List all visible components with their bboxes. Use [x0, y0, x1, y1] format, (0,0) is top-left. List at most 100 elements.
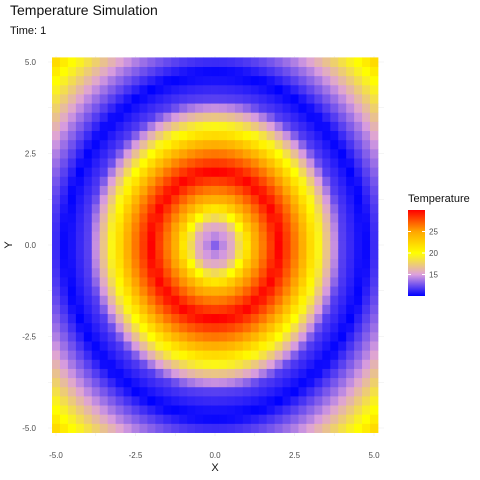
heatmap-cell — [67, 267, 77, 278]
heatmap-cell — [179, 258, 188, 269]
heatmap-cell — [163, 212, 172, 223]
heatmap-cell — [346, 103, 355, 113]
heatmap-cell — [147, 139, 156, 150]
heatmap-cell — [290, 368, 299, 379]
heatmap-cell — [290, 84, 299, 95]
heatmap-cell — [171, 222, 180, 232]
heatmap-cell — [298, 240, 307, 250]
heatmap-cell — [99, 94, 109, 104]
heatmap-cell — [115, 386, 124, 397]
heatmap-cell — [147, 277, 156, 287]
heatmap-cell — [330, 423, 339, 433]
heatmap-cell — [298, 295, 307, 305]
heatmap-cell — [91, 277, 101, 287]
heatmap-cell — [171, 57, 180, 67]
heatmap-cell — [354, 84, 363, 95]
heatmap-cell — [242, 331, 252, 342]
heatmap-cell — [139, 130, 148, 141]
heatmap-cell — [91, 130, 101, 141]
heatmap-cell — [362, 112, 371, 122]
heatmap-cell — [123, 75, 132, 86]
heatmap-cell — [83, 368, 93, 379]
heatmap-cell — [234, 304, 244, 315]
heatmap-cell — [290, 405, 299, 415]
heatmap-cell — [83, 94, 93, 104]
heatmap-cell — [91, 112, 101, 122]
legend-tick-label: 15 — [429, 271, 438, 280]
heatmap-cell — [147, 386, 156, 397]
heatmap-cell — [139, 359, 148, 369]
heatmap-cell — [306, 368, 315, 379]
heatmap-cell — [139, 139, 148, 150]
heatmap-cell — [187, 341, 196, 351]
heatmap-cell — [52, 94, 61, 104]
heatmap-cell — [370, 359, 379, 369]
heatmap-cell — [155, 377, 164, 388]
heatmap-cell — [163, 341, 172, 351]
heatmap-cell — [338, 313, 347, 324]
heatmap-cell — [91, 75, 101, 86]
heatmap-cell — [306, 167, 315, 177]
heatmap-cell — [203, 158, 212, 168]
heatmap-cell — [91, 395, 101, 406]
heatmap-cell — [59, 258, 69, 269]
heatmap-cell — [298, 66, 307, 77]
heatmap-cell — [83, 359, 93, 369]
heatmap-cell — [250, 395, 260, 406]
heatmap-cell — [163, 313, 172, 324]
heatmap-cell — [298, 176, 307, 186]
heatmap-cell — [346, 185, 355, 196]
heatmap-cell — [115, 258, 124, 269]
heatmap-cell — [330, 139, 339, 150]
heatmap-cell — [123, 176, 132, 186]
heatmap-cell — [187, 322, 196, 333]
heatmap-cell — [218, 414, 228, 424]
heatmap-cell — [115, 368, 124, 379]
heatmap-cell — [59, 185, 69, 196]
heatmap-cell — [115, 295, 124, 305]
heatmap-cell — [179, 277, 188, 287]
heatmap-cell — [282, 194, 291, 205]
heatmap-cell — [99, 295, 109, 305]
heatmap-cell — [155, 341, 164, 351]
heatmap-cell — [155, 414, 164, 424]
heatmap-cell — [147, 121, 156, 132]
heatmap-cell — [171, 203, 180, 214]
heatmap-cell — [83, 322, 93, 333]
heatmap-cell — [147, 322, 156, 333]
heatmap-cell — [218, 331, 228, 342]
heatmap-cell — [250, 158, 260, 168]
heatmap-cell — [314, 313, 323, 324]
heatmap-cell — [266, 304, 276, 315]
heatmap-cell — [52, 304, 61, 315]
heatmap-cell — [115, 322, 124, 333]
heatmap-cell — [211, 341, 220, 351]
heatmap-cell — [266, 331, 276, 342]
heatmap-cell — [147, 331, 156, 342]
heatmap-cell — [107, 130, 117, 141]
heatmap-cell — [354, 386, 363, 397]
heatmap-cell — [266, 286, 276, 296]
heatmap-cell — [107, 368, 117, 379]
heatmap-cell — [52, 75, 61, 86]
heatmap-cell — [314, 359, 323, 369]
heatmap-cell — [139, 185, 148, 196]
heatmap-cell — [226, 258, 236, 269]
heatmap-cell — [211, 158, 220, 168]
heatmap-cell — [274, 423, 283, 433]
heatmap-cell — [242, 240, 252, 250]
heatmap-cell — [330, 331, 339, 342]
heatmap-cell — [195, 130, 204, 141]
heatmap-cell — [306, 322, 315, 333]
heatmap-cell — [218, 423, 228, 433]
heatmap-cell — [131, 94, 140, 104]
heatmap-cells — [52, 57, 379, 433]
heatmap-cell — [75, 377, 85, 388]
heatmap-cell — [131, 240, 140, 250]
heatmap-cell — [370, 386, 379, 397]
heatmap-cell — [258, 267, 268, 278]
heatmap-cell — [131, 148, 140, 159]
heatmap-cell — [83, 386, 93, 397]
heatmap-cell — [195, 423, 204, 433]
heatmap-cell — [226, 185, 236, 196]
